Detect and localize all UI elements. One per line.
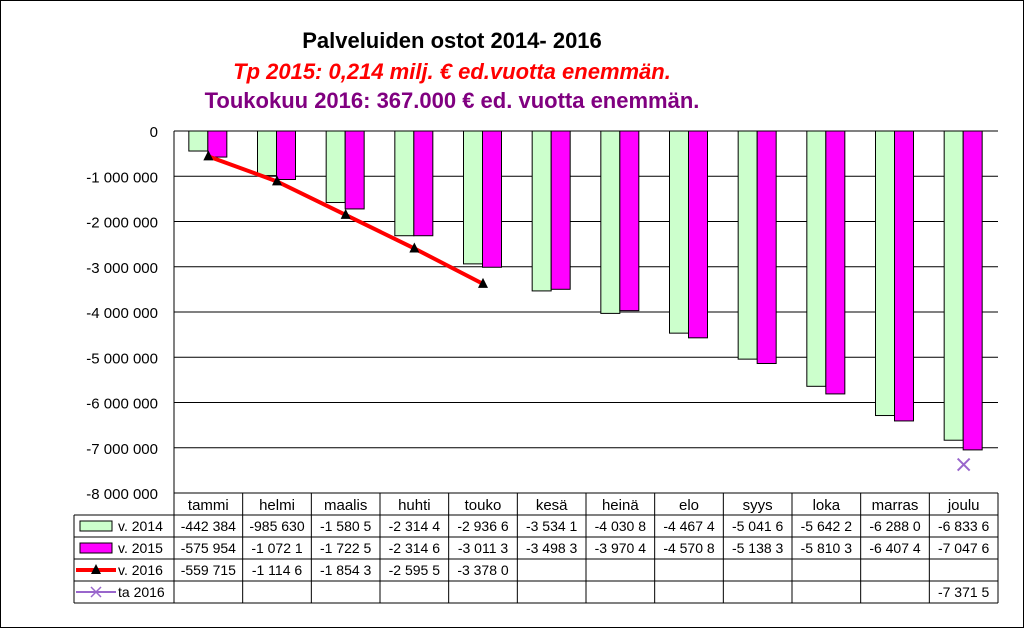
x-tick-label: loka: [813, 497, 841, 514]
data-label: -1 114 6: [252, 562, 303, 578]
x-tick-label: marras: [872, 497, 919, 514]
x-tick-label: helmi: [259, 497, 295, 514]
data-label: -2 936 6: [457, 518, 509, 534]
data-label: -3 378 0: [457, 562, 509, 578]
bar: [806, 130, 827, 387]
data-label: -7 371 5: [938, 584, 990, 600]
data-label: -5 642 2: [801, 518, 853, 534]
bar: [482, 130, 502, 268]
chart-subtitle-2016: Toukokuu 2016: 367.000 € ed. vuotta enem…: [204, 88, 700, 113]
x-tick-label: elo: [679, 497, 699, 514]
x-tick-label: maalis: [324, 497, 367, 514]
data-label: -6 288 0: [869, 518, 921, 534]
data-label: -6 833 6: [938, 518, 990, 534]
data-label: -2 314 6: [389, 540, 441, 556]
bar: [413, 130, 434, 237]
data-label: -985 630: [249, 518, 304, 534]
data-point-2016: [478, 277, 488, 288]
legend-key: [79, 520, 113, 532]
y-tick-label: -5 000 000: [86, 350, 158, 367]
bar: [688, 130, 708, 339]
bar: [619, 130, 640, 312]
bar: [669, 130, 689, 334]
x-tick-label: touko: [465, 497, 502, 514]
x-tick-label: syys: [743, 497, 773, 514]
data-label: -5 138 3: [732, 540, 784, 556]
bar: [894, 130, 914, 422]
x-tick-label: huhti: [398, 497, 431, 514]
chart-title: Palveluiden ostot 2014- 2016: [302, 28, 602, 53]
bar: [463, 130, 483, 265]
bar: [737, 130, 758, 360]
data-label: -559 715: [181, 562, 236, 578]
y-tick-label: -7 000 000: [86, 441, 158, 458]
y-tick-label: -2 000 000: [86, 215, 158, 232]
data-label: -3 970 4: [595, 540, 647, 556]
data-label: -1 722 5: [320, 540, 372, 556]
legend-key-marker: [91, 564, 101, 574]
y-tick-label: -3 000 000: [86, 260, 158, 277]
data-label: -2 595 5: [389, 562, 441, 578]
data-point-2016: [409, 242, 420, 253]
y-tick-label: -1 000 000: [86, 169, 158, 186]
bar: [188, 130, 209, 152]
bar: [207, 130, 228, 158]
bar: [257, 130, 277, 177]
bar: [276, 130, 296, 181]
data-label: -6 407 4: [869, 540, 921, 556]
data-label: -442 384: [181, 518, 236, 534]
bar: [943, 130, 964, 441]
legend-label: v. 2016: [118, 562, 163, 578]
bar: [962, 130, 983, 451]
data-point-ta2016: [956, 457, 971, 472]
legend-label: v. 2015: [118, 540, 163, 556]
data-label: -575 954: [181, 540, 236, 556]
data-label: -3 534 1: [526, 518, 578, 534]
bar: [394, 130, 415, 237]
legend-key-marker: [90, 586, 102, 598]
data-label: -7 047 6: [938, 540, 990, 556]
data-label: -2 314 4: [389, 518, 441, 534]
data-point-2016: [340, 208, 351, 219]
bar: [600, 130, 621, 314]
bar: [325, 130, 346, 204]
data-label: -1 072 1: [251, 540, 303, 556]
legend-key: [79, 542, 113, 554]
legend-label: ta 2016: [118, 584, 165, 600]
x-tick-label: heinä: [602, 497, 639, 514]
bar: [875, 130, 895, 417]
data-point-2016: [203, 150, 214, 161]
legend-label: v. 2014: [118, 518, 163, 534]
y-tick-label: 0: [150, 124, 158, 141]
x-tick-label: tammi: [188, 497, 229, 514]
bar: [756, 130, 777, 365]
data-label: -4 467 4: [663, 518, 715, 534]
data-label: -1 854 3: [320, 562, 372, 578]
data-label: -5 810 3: [801, 540, 853, 556]
y-tick-label: -6 000 000: [86, 396, 158, 413]
x-tick-label: joulu: [947, 497, 980, 514]
data-label: -5 041 6: [732, 518, 784, 534]
data-label: -1 580 5: [320, 518, 372, 534]
x-tick-label: kesä: [536, 497, 568, 514]
y-tick-label: -8 000 000: [86, 486, 158, 503]
data-label: -3 498 3: [526, 540, 578, 556]
chart-subtitle-2015: Tp 2015: 0,214 milj. € ed.vuotta enemmän…: [233, 59, 671, 84]
data-label: -4 570 8: [663, 540, 715, 556]
bar: [531, 130, 552, 292]
bar: [825, 130, 846, 395]
data-label: -4 030 8: [595, 518, 647, 534]
y-tick-label: -4 000 000: [86, 305, 158, 322]
bar: [550, 130, 571, 290]
data-label: -3 011 3: [458, 540, 509, 556]
data-point-2016: [272, 175, 282, 186]
bar: [344, 130, 365, 210]
